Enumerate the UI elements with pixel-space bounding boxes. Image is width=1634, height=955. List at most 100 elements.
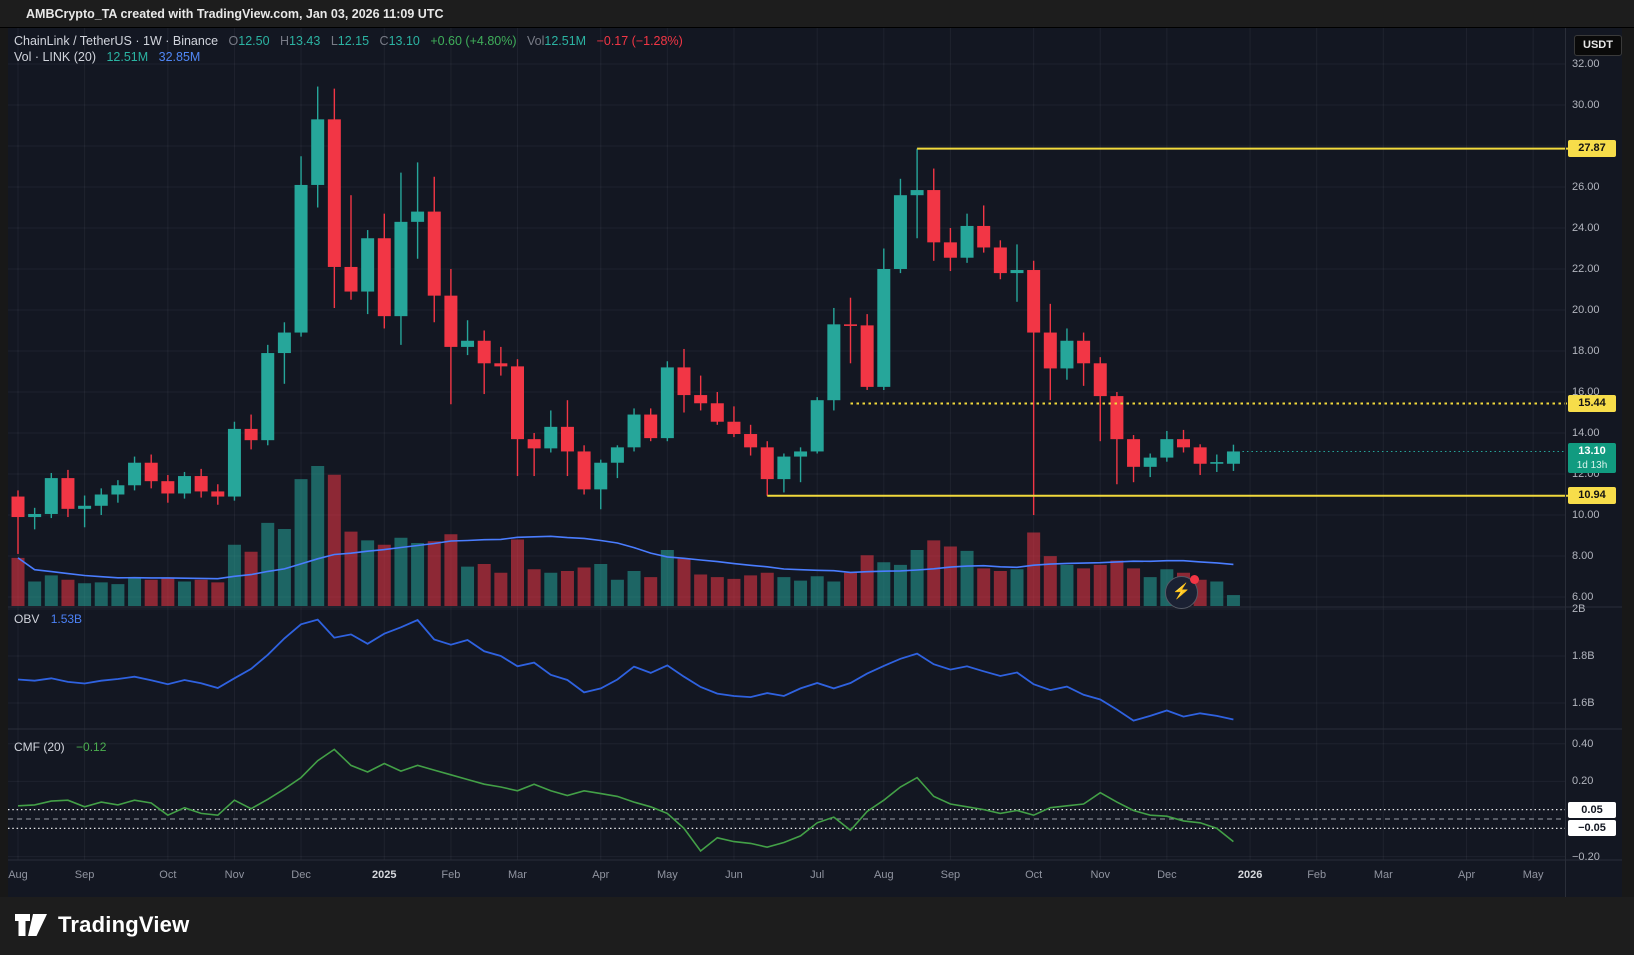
footer-bar: TradingView [0, 897, 1634, 955]
volume-value: 12.51M [544, 34, 587, 48]
time-axis-label: Mar [1373, 869, 1393, 881]
candle-body [477, 340, 491, 364]
volume-bar [777, 577, 791, 606]
symbol-title[interactable]: ChainLink / TetherUS · 1W · Binance [14, 34, 219, 48]
candle-body [61, 478, 75, 509]
price-axis[interactable]: 6.00 8.00 10.00 12.00 14.00 16.00 18.00 20.00 22… [1566, 28, 1622, 863]
candle-body [610, 447, 624, 463]
price-tick: 6.00 [1572, 591, 1594, 603]
candle-body [377, 238, 391, 317]
last-price-badge: 13.10 1d 13h [1568, 442, 1616, 473]
volume-bar [494, 572, 508, 606]
change-value: +0.60 (+4.80%) [430, 34, 517, 48]
candle-body [744, 434, 758, 448]
candle-body [277, 332, 291, 354]
time-axis-label: Nov [1090, 869, 1111, 881]
candle-body [1110, 396, 1124, 440]
time-axis-label: Oct [159, 869, 177, 881]
candle-body [727, 421, 741, 435]
volume-bar [28, 581, 42, 606]
volume-bar [810, 576, 824, 606]
tradingview-logo-icon [15, 914, 47, 936]
volume-bar [461, 566, 475, 606]
obv-tick: 1.8B [1572, 650, 1595, 662]
volume-bar [377, 544, 391, 606]
cmf-name: CMF (20) [14, 740, 65, 754]
bar-countdown: 1d 13h [1576, 459, 1608, 471]
volume-bar [660, 550, 674, 606]
candle-body [627, 414, 641, 448]
volume-bar [744, 575, 758, 606]
time-axis[interactable]: Aug Sep Oct Nov Dec 2025 Feb Mar Apr May Jun Jul Aug… [0, 860, 1565, 896]
candle-body [760, 447, 774, 480]
volume-indicator-name[interactable]: Vol · LINK (20) [14, 50, 96, 64]
candle-body [1060, 340, 1074, 369]
low-label: L [330, 34, 338, 48]
volume-bar [194, 579, 208, 606]
candle-body [444, 295, 458, 347]
level-price-badge: 15.44 [1568, 394, 1616, 412]
time-axis-label: Sep [940, 869, 961, 881]
volume-bar [727, 578, 741, 606]
volume-bar [827, 581, 841, 606]
currency-badge[interactable]: USDT [1574, 35, 1622, 56]
cmf-study-label[interactable]: CMF (20) −0.12 [14, 740, 106, 754]
tradingview-logo[interactable]: TradingView [14, 910, 189, 940]
volume-bar [311, 466, 325, 606]
symbol-row: ChainLink / TetherUS · 1W · Binance O12.… [14, 33, 683, 49]
price-tick: 32.00 [1572, 58, 1600, 70]
candle-body [394, 221, 408, 317]
volume-ma-line [17, 535, 1234, 580]
candle-body [411, 211, 425, 222]
candle-body [1043, 332, 1057, 369]
lightning-icon: ⚡ [1172, 583, 1191, 600]
volume-bar [794, 580, 808, 606]
time-axis-label: Oct [1025, 869, 1043, 881]
candles-layer [11, 86, 1240, 554]
candle-body [960, 225, 974, 258]
volume-bar [560, 571, 574, 606]
volume-bar [627, 571, 641, 606]
volume-bar [1110, 560, 1124, 606]
obv-line[interactable] [17, 618, 1234, 722]
candle-body [594, 462, 608, 490]
volume-bar [78, 583, 92, 606]
volume-bar [927, 540, 941, 606]
price-tick: 10.00 [1572, 509, 1600, 521]
time-axis-label: Aug [8, 869, 28, 881]
price-tick: 24.00 [1572, 222, 1600, 234]
volume-bar [344, 531, 358, 606]
cmf-line[interactable] [17, 748, 1234, 853]
time-axis-label: Dec [1157, 869, 1177, 881]
volume-bar [261, 522, 275, 606]
candle-body [1027, 270, 1041, 333]
volume-bar [11, 557, 25, 606]
candle-body [161, 481, 175, 494]
obv-study-label[interactable]: OBV 1.53B [14, 612, 82, 626]
right-margin [1622, 28, 1634, 897]
volume-bar [294, 479, 308, 606]
candle-body [943, 242, 957, 258]
realtime-flash-button[interactable]: ⚡ [1165, 575, 1199, 609]
volume-bar [361, 540, 375, 606]
price-tick: 20.00 [1572, 304, 1600, 316]
candle-body [144, 462, 158, 482]
candle-body [660, 367, 674, 439]
pane-dividers [8, 606, 1622, 861]
close-label: C [379, 34, 389, 48]
candle-body [44, 478, 58, 514]
volume-bar [128, 577, 142, 606]
candle-body [461, 340, 475, 347]
candle-body [511, 366, 524, 440]
candle-body [427, 211, 441, 296]
volume-bar [161, 578, 175, 606]
volume-bar [1127, 568, 1141, 606]
chart-legend: ChainLink / TetherUS · 1W · Binance O12.… [14, 33, 683, 65]
volume-bar [1143, 577, 1157, 606]
candle-body [810, 400, 824, 452]
price-tick: 8.00 [1572, 550, 1594, 562]
candle-body [227, 428, 241, 497]
candle-body [977, 225, 991, 248]
volume-bar [877, 562, 891, 606]
